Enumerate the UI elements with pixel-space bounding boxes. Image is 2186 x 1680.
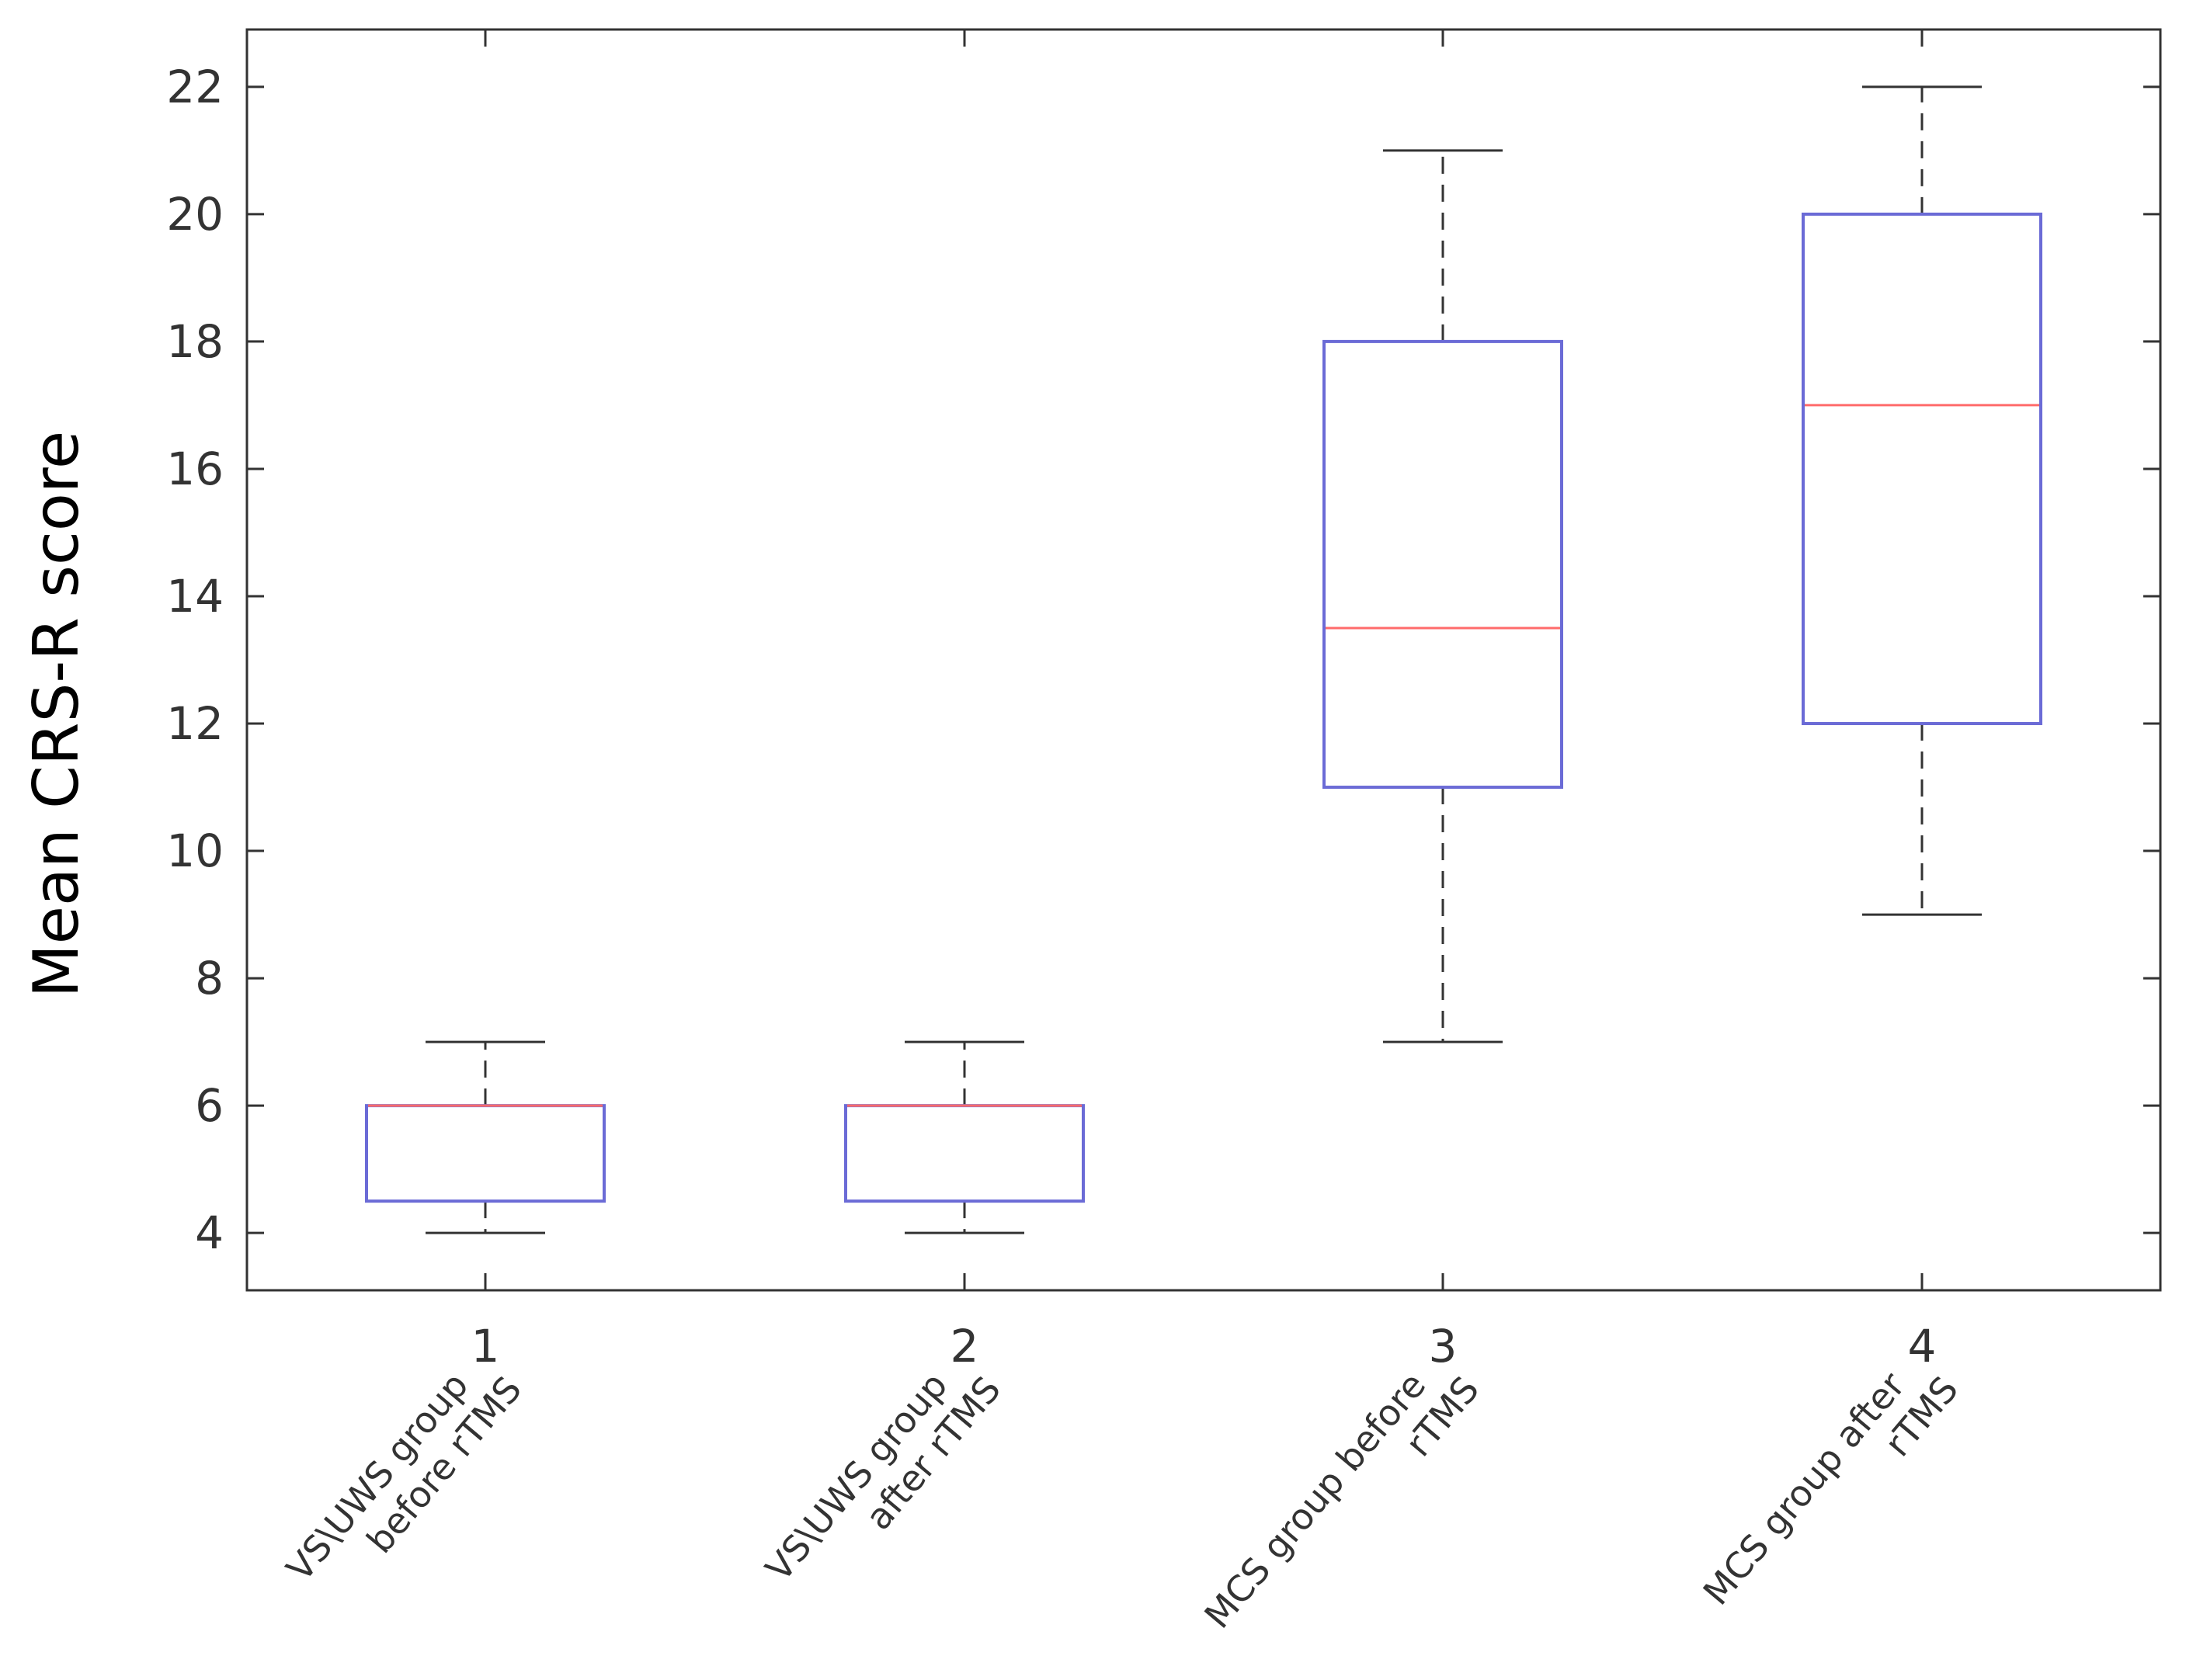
box-iqr [1802,212,2042,726]
axes [245,28,2162,1292]
box-1 [365,1040,606,1234]
group-label-1: VS\UWS groupbefore rTMS [278,1341,530,1617]
x-tick-label: 4 [1908,1320,1937,1373]
group-label-4: MCS group afterrTMS [1695,1341,1967,1641]
y-tick-label: 18 [166,315,224,368]
plot-frame [245,28,2162,1292]
y-axis-title: Mean CRS-R score [20,431,92,998]
group-labels: VS\UWS groupbefore rTMS VS\UWS groupafter… [278,1341,1967,1664]
y-tick-label: 8 [195,952,224,1005]
y-tick-label: 4 [195,1206,224,1259]
box-iqr [365,1104,606,1203]
y-tick-label: 10 [166,824,224,877]
group-label-line: MCS group before [1196,1364,1434,1636]
y-tick-label: 20 [166,188,224,241]
box-iqr [844,1104,1085,1203]
group-label-line: MCS group after [1695,1364,1913,1612]
boxes [365,85,2042,1234]
x-tick-label: 2 [951,1320,979,1373]
box-iqr [1322,339,1563,790]
y-tick-label: 6 [195,1079,224,1132]
group-label-2: VS\UWS groupafter rTMS [757,1341,1009,1617]
y-tick-label: 22 [166,61,224,113]
box-4 [1802,85,2042,916]
box-3 [1322,149,1563,1043]
x-axis-ticks: 1 2 3 4 [471,30,1937,1373]
y-tick-label: 12 [166,697,224,750]
y-tick-label: 14 [166,570,224,623]
group-label-3: MCS group beforerTMS [1196,1341,1487,1664]
y-axis-ticks: 4 6 8 10 12 14 16 18 20 22 [166,61,2160,1259]
x-tick-label: 1 [471,1320,500,1373]
y-tick-label: 16 [166,443,224,495]
box-2 [844,1040,1085,1234]
x-tick-label: 3 [1429,1320,1458,1373]
